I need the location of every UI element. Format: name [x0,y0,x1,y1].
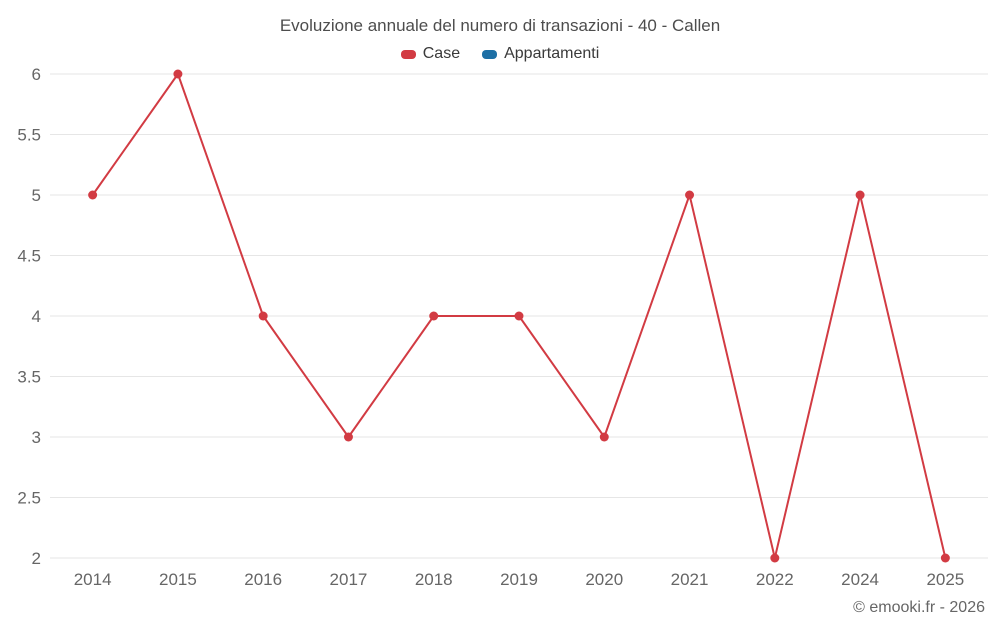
y-axis-tick-label: 4.5 [17,247,41,266]
chart-title: Evoluzione annuale del numero di transaz… [279,16,721,35]
legend: Case Appartamenti [0,45,1000,63]
y-axis-tick-label: 2 [32,549,41,568]
case-data-point[interactable] [940,553,950,563]
case-data-point[interactable] [514,311,524,321]
x-axis-tick-label: 2020 [585,570,623,589]
legend-item-appartamenti[interactable]: Appartamenti [482,45,599,63]
y-axis-tick-label: 5.5 [17,126,41,145]
x-axis-tick-label: 2016 [244,570,282,589]
legend-item-case[interactable]: Case [400,45,461,63]
case-data-point[interactable] [429,311,439,321]
y-axis-tick-label: 4 [32,307,41,326]
x-axis-tick-label: 2021 [671,570,709,589]
x-axis-tick-label: 2014 [74,570,112,589]
y-axis-tick-label: 3 [32,428,41,447]
x-axis-tick-label: 2022 [756,570,794,589]
y-axis-tick-label: 3.5 [17,368,41,387]
case-data-point[interactable] [599,432,609,442]
y-axis-tick-label: 2.5 [17,489,41,508]
x-axis-tick-label: 2025 [926,570,964,589]
case-data-point[interactable] [770,553,780,563]
x-axis-tick-label: 2024 [841,570,879,589]
appartamenti-legend-marker-icon [482,49,498,59]
legend-label-case: Case [422,45,461,62]
x-axis-tick-label: 2015 [159,570,197,589]
x-axis-tick-label: 2019 [500,570,538,589]
case-data-point[interactable] [343,432,353,442]
case-data-point[interactable] [855,190,865,200]
case-data-point[interactable] [88,190,98,200]
legend-label-appartamenti: Appartamenti [504,45,600,62]
y-axis-tick-label: 6 [32,65,41,84]
case-data-point[interactable] [685,190,695,200]
x-axis-tick-label: 2017 [330,570,368,589]
case-data-point[interactable] [258,311,268,321]
case-data-point[interactable] [173,69,183,79]
x-axis-tick-label: 2018 [415,570,453,589]
case-legend-marker-icon [400,49,416,59]
footer-credit: © emooki.fr - 2026 [853,599,985,616]
y-axis-tick-label: 5 [32,186,41,205]
